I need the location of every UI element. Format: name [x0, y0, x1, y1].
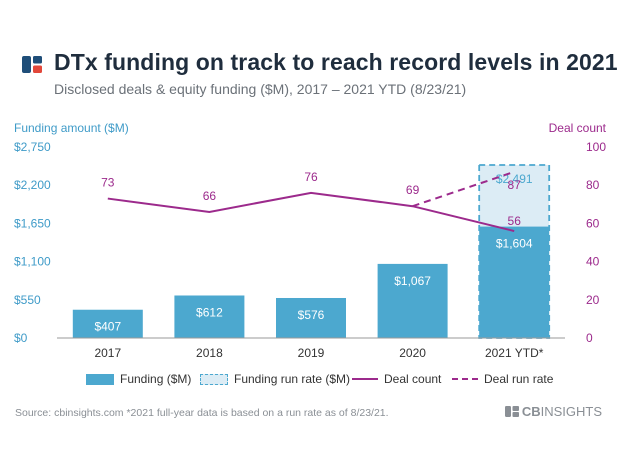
left-axis-title: Funding amount ($M) — [14, 121, 129, 135]
left-axis-tick-label: $2,750 — [14, 140, 51, 154]
funding-bar — [72, 309, 143, 338]
deal-run-rate-line — [412, 170, 515, 208]
x-axis-tick-label: 2020 — [399, 346, 426, 360]
legend-funding: Funding ($M) — [86, 372, 191, 386]
legend-swatch-deal-count — [352, 378, 378, 380]
funding-data-label: $407 — [94, 320, 121, 334]
x-axis-tick-label: 2017 — [94, 346, 121, 360]
right-axis-tick-label: 60 — [586, 216, 600, 230]
funding-bar — [174, 295, 245, 338]
left-axis-tick-label: $1,650 — [14, 216, 51, 230]
right-axis-tick-label: 40 — [586, 255, 600, 269]
funding-data-label: $576 — [298, 308, 325, 322]
deal-run-rate-data-label: 87 — [508, 178, 522, 192]
legend-swatch-funding — [86, 373, 114, 385]
funding-data-label: $1,604 — [496, 237, 533, 251]
legend-label-deal-count: Deal count — [384, 372, 442, 386]
chart-legend: Funding ($M) Funding run rate ($M) Deal … — [0, 372, 620, 390]
funding-bar — [479, 226, 550, 338]
legend-swatch-deal-run-rate — [452, 378, 478, 380]
left-axis-tick-label: $0 — [14, 331, 28, 345]
deal-count-data-label: 73 — [101, 176, 115, 190]
legend-label-deal-run-rate: Deal run rate — [484, 372, 554, 386]
left-axis-tick-label: $1,100 — [14, 255, 51, 269]
legend-deal-run-rate: Deal run rate — [452, 372, 553, 386]
brand-mark-icon — [504, 406, 519, 417]
deal-count-data-label: 56 — [508, 214, 522, 228]
page-subtitle: Disclosed deals & equity funding ($M), 2… — [54, 81, 467, 97]
legend-label-run-rate: Funding run rate ($M) — [234, 372, 351, 386]
funding-data-label: $612 — [196, 305, 223, 319]
brand-logo: CB INSIGHTS — [504, 404, 602, 419]
brand-prefix: CB — [521, 404, 541, 419]
legend-label-funding: Funding ($M) — [120, 372, 192, 386]
x-axis-tick-label: 2021 YTD* — [485, 346, 544, 360]
page-title: DTx funding on track to reach record lev… — [54, 49, 618, 75]
source-note: Source: cbinsights.com *2021 full-year d… — [15, 407, 389, 419]
funding-data-label: $1,067 — [394, 274, 431, 288]
deal-count-data-label: 66 — [203, 189, 217, 203]
right-axis-tick-label: 0 — [586, 331, 593, 345]
deal-count-line — [107, 191, 515, 233]
funding-chart: Funding amount ($M) Deal count $0 $550 $1,… — [14, 121, 607, 360]
brand-suffix: INSIGHTS — [540, 404, 602, 419]
right-axis-title: Deal count — [549, 121, 607, 135]
x-axis-tick-label: 2018 — [196, 346, 223, 360]
deal-count-data-label: 69 — [406, 183, 420, 197]
left-axis-tick-label: $550 — [14, 293, 41, 307]
deal-count-data-label: 76 — [304, 170, 318, 184]
left-axis-tick-label: $2,200 — [14, 178, 51, 192]
legend-swatch-run-rate — [200, 373, 228, 385]
funding-bar — [276, 297, 346, 338]
right-axis-tick-label: 20 — [586, 293, 600, 307]
legend-run-rate: Funding run rate ($M) — [200, 372, 350, 386]
legend-deal-count: Deal count — [352, 372, 441, 386]
x-axis-tick-label: 2019 — [298, 346, 325, 360]
funding-bar — [377, 263, 448, 338]
cb-insights-logo — [22, 56, 42, 73]
right-axis-tick-label: 80 — [586, 178, 600, 192]
right-axis-tick-label: 100 — [586, 140, 606, 154]
